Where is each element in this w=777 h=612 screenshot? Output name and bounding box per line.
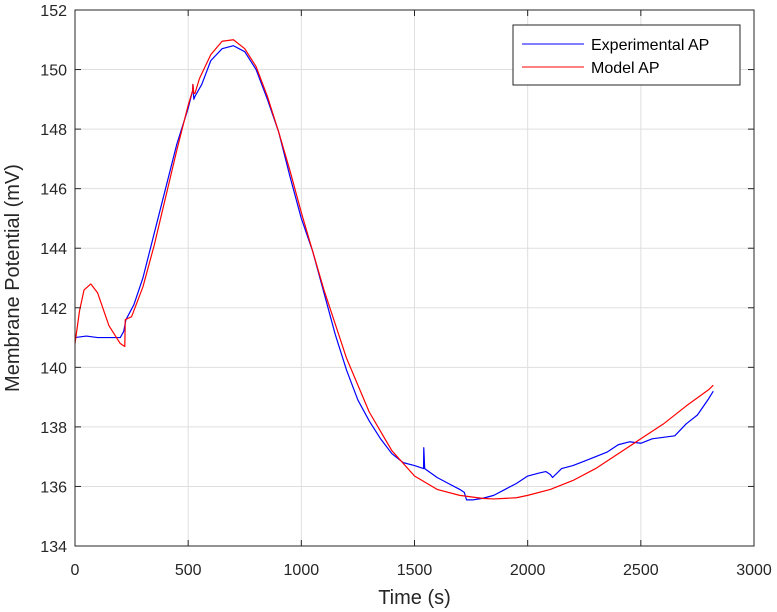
model-ap-line bbox=[74, 39, 714, 500]
y-tick-label: 138 bbox=[40, 420, 67, 437]
x-tick-label: 3000 bbox=[736, 562, 772, 579]
y-tick-label: 146 bbox=[40, 182, 67, 199]
x-tick-label: 1500 bbox=[397, 562, 433, 579]
x-tick-label: 500 bbox=[175, 562, 202, 579]
y-axis-label: Membrane Potential (mV) bbox=[2, 164, 24, 392]
x-tick-label: 2500 bbox=[623, 562, 659, 579]
ticks bbox=[74, 9, 755, 547]
x-tick-label: 1000 bbox=[284, 562, 320, 579]
tick-labels: 0 500 1000 1500 2000 2500 3000 134 136 138 140 142 1… bbox=[40, 3, 772, 579]
x-tick-label: 0 bbox=[71, 562, 80, 579]
y-tick-label: 136 bbox=[40, 479, 67, 496]
x-tick-label: 2000 bbox=[510, 562, 546, 579]
legend-label-experimental: Experimental AP bbox=[591, 37, 709, 54]
y-tick-label: 140 bbox=[40, 360, 67, 377]
y-tick-label: 142 bbox=[40, 301, 67, 318]
series-layer bbox=[74, 39, 714, 501]
y-tick-label: 148 bbox=[40, 122, 67, 139]
x-axis-label: Time (s) bbox=[378, 587, 451, 609]
legend-box bbox=[512, 24, 741, 86]
grid bbox=[75, 10, 754, 546]
legend: Experimental AP Model AP bbox=[512, 24, 741, 86]
legend-label-model: Model AP bbox=[591, 60, 659, 77]
y-tick-label: 144 bbox=[40, 241, 67, 258]
y-tick-label: 150 bbox=[40, 63, 67, 80]
y-tick-label: 134 bbox=[40, 539, 67, 556]
y-tick-label: 152 bbox=[40, 3, 67, 20]
